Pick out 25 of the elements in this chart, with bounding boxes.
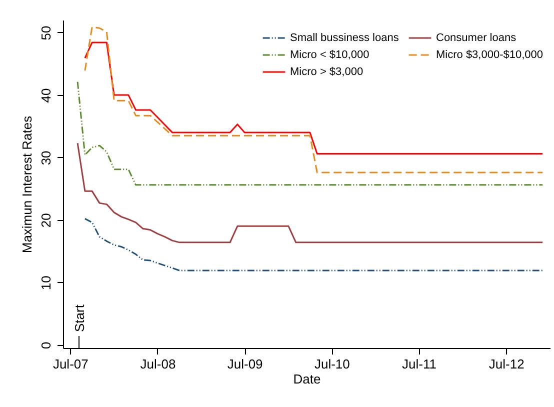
y-tick-label: 20 [38,213,54,228]
y-tick-label: 0 [38,342,54,349]
line-series [76,81,544,186]
legend-label: Consumer loans [436,32,517,44]
line-series [76,142,544,244]
line-series [84,26,544,174]
line-series [84,218,544,272]
line-series [84,42,544,154]
y-tick-label: 40 [38,88,54,103]
x-tick-label: Jul-09 [227,356,263,372]
y-tick-label: 50 [38,26,54,40]
x-tick-label: Jul-08 [140,356,176,372]
y-tick-label: 30 [38,150,54,166]
x-tick-label: Jul-07 [52,356,88,372]
x-tick-label: Jul-12 [488,356,524,372]
legend-label: Micro < $10,000 [290,49,370,61]
annotation: Start [72,304,87,332]
y-axis-title: Maximun Interest Rates [20,115,34,254]
legend-label: Micro > $3,000 [290,66,364,78]
x-tick-label: Jul-10 [314,356,350,372]
legend-label: Micro $3,000-$10,000 [436,49,544,61]
legend-label: Small bussiness loans [290,32,400,44]
x-axis-title: Date [293,372,321,386]
y-tick-label: 10 [38,276,54,290]
x-tick-label: Jul-11 [402,356,436,372]
